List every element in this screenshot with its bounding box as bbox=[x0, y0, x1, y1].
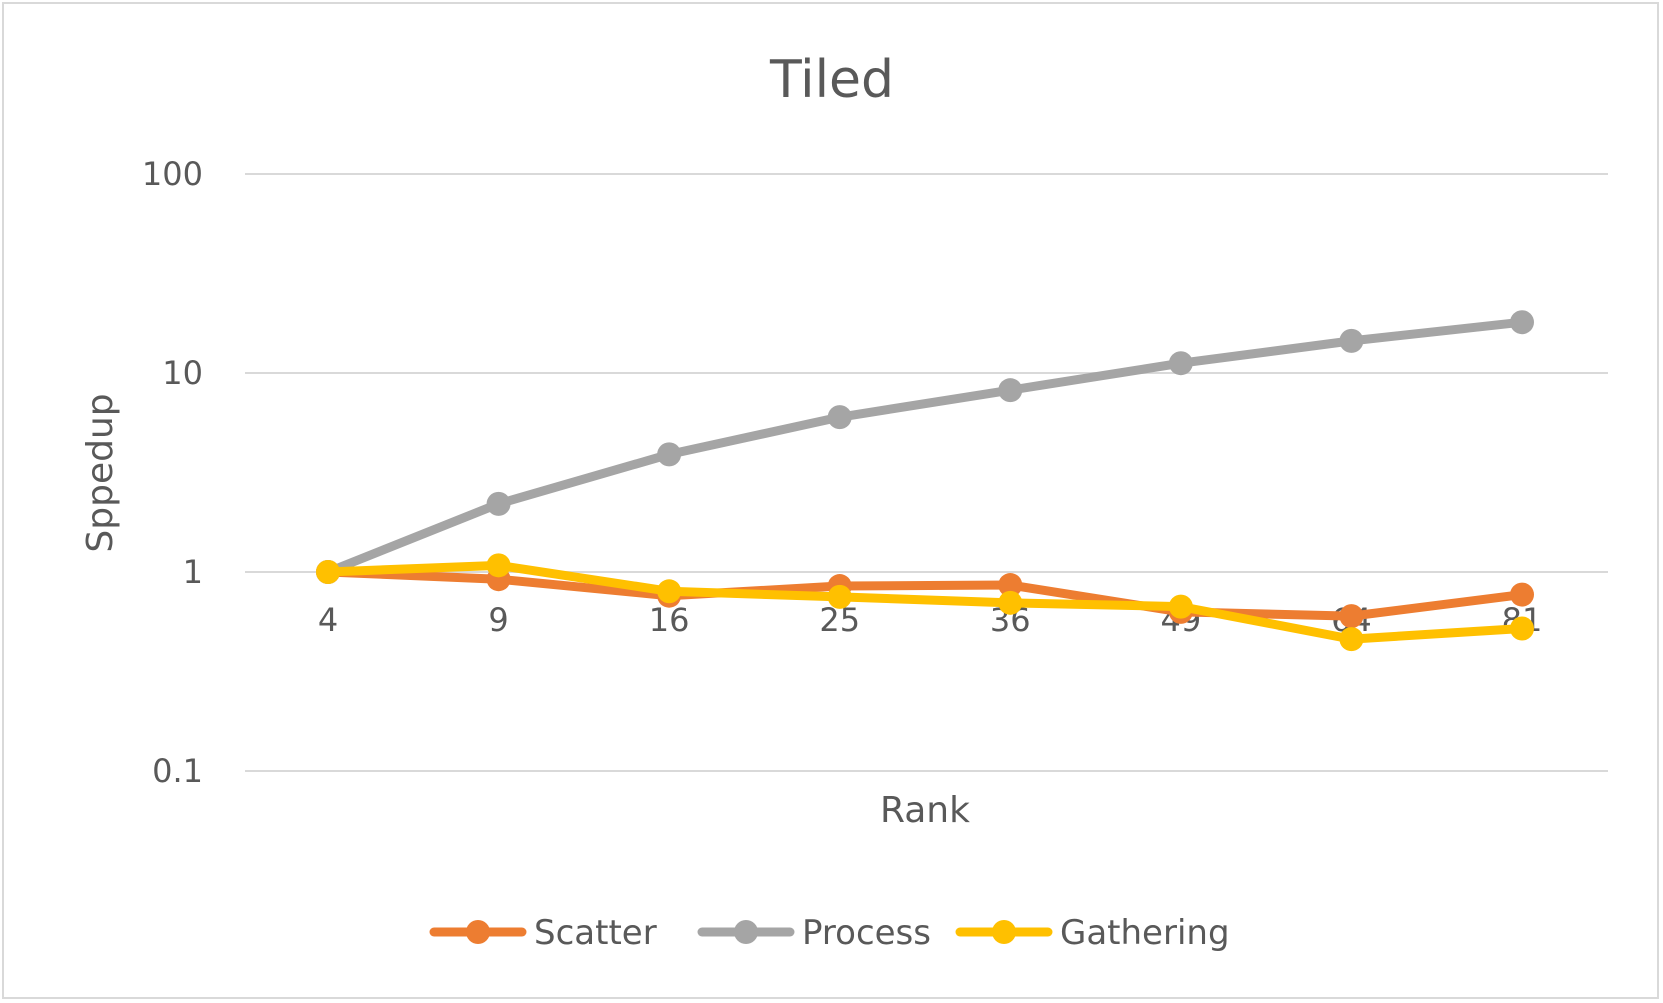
series-group bbox=[316, 310, 1534, 652]
legend-swatch-marker bbox=[992, 920, 1016, 944]
gridlines bbox=[245, 173, 1608, 772]
legend-item-process: Process bbox=[697, 913, 931, 953]
series-line bbox=[323, 567, 1527, 621]
chart-title: Tiled bbox=[769, 50, 894, 110]
data-point bbox=[486, 553, 511, 578]
legend: Scatter Process Gathering bbox=[429, 913, 1230, 953]
legend-swatch-marker bbox=[734, 920, 758, 944]
legend-label: Gathering bbox=[1060, 913, 1230, 953]
data-point bbox=[827, 405, 852, 430]
data-point bbox=[1510, 582, 1534, 607]
data-point bbox=[998, 590, 1023, 615]
series-line bbox=[323, 317, 1527, 577]
data-point bbox=[1168, 351, 1193, 376]
data-point bbox=[998, 378, 1023, 403]
legend-label: Scatter bbox=[534, 913, 657, 953]
series-line bbox=[323, 560, 1527, 644]
data-point bbox=[1339, 627, 1364, 652]
legend-label: Process bbox=[802, 913, 931, 953]
data-point bbox=[657, 442, 682, 467]
data-point bbox=[316, 560, 340, 584]
data-point bbox=[1168, 594, 1193, 619]
y-axis-ticks: 0.1 1 10 100 bbox=[142, 155, 203, 790]
y-tick-label: 0.1 bbox=[152, 752, 203, 790]
data-point bbox=[1339, 604, 1364, 629]
data-point bbox=[486, 491, 511, 516]
y-tick-label: 10 bbox=[162, 354, 203, 392]
data-point bbox=[657, 579, 682, 604]
legend-item-scatter: Scatter bbox=[429, 913, 657, 953]
y-tick-label: 100 bbox=[142, 155, 203, 193]
series-scatter bbox=[316, 560, 1534, 629]
series-process bbox=[316, 310, 1534, 584]
y-axis-label: Sppedup bbox=[80, 393, 121, 552]
x-axis-label: Rank bbox=[880, 790, 970, 831]
data-point bbox=[1510, 310, 1534, 335]
data-point bbox=[1510, 616, 1534, 641]
legend-item-gathering: Gathering bbox=[955, 913, 1230, 953]
x-tick-label: 4 bbox=[318, 601, 338, 639]
series-gathering bbox=[316, 553, 1534, 652]
x-tick-label: 9 bbox=[488, 601, 508, 639]
data-point bbox=[1339, 328, 1364, 353]
y-tick-label: 1 bbox=[183, 553, 203, 591]
legend-swatch-marker bbox=[466, 920, 490, 944]
data-point bbox=[827, 584, 852, 609]
data-point bbox=[998, 573, 1023, 598]
